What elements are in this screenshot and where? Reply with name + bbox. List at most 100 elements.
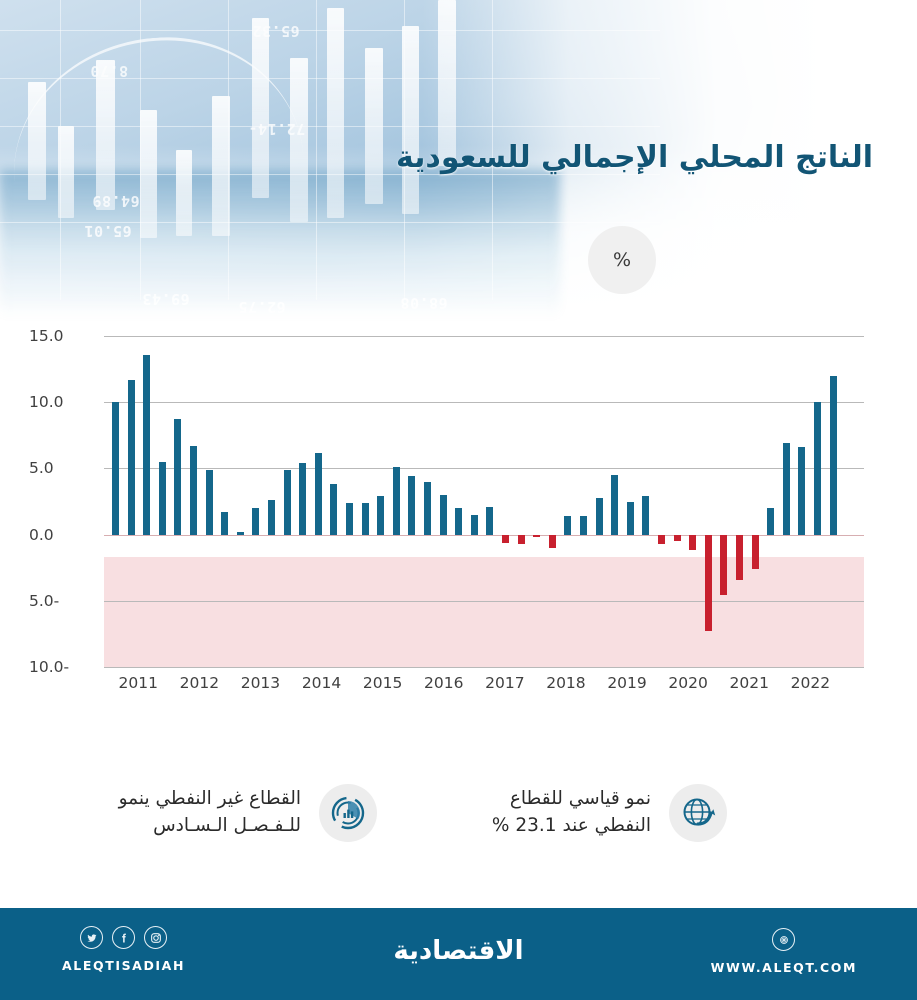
chart-bar bbox=[424, 481, 431, 535]
unit-percent-badge: % bbox=[588, 226, 656, 294]
gdp-bar-chart: 15.0 10.0 5.0 0.0 5.0- 10.0- 2011 2012 2013 2014… bbox=[0, 322, 917, 732]
chart-bar bbox=[533, 534, 541, 538]
chart-bar bbox=[392, 467, 400, 535]
decor-number: 65.01 bbox=[84, 222, 132, 240]
decor-number: 69.43 bbox=[142, 290, 190, 308]
chart-bar bbox=[751, 534, 759, 570]
chart-bar bbox=[455, 508, 463, 535]
chart-bar bbox=[829, 375, 837, 535]
background-stock-chart-photo: 65.32 -72.14 8.70 64.89 65.01 62.75 69.4… bbox=[0, 0, 917, 322]
decor-number: -72.14 bbox=[248, 120, 306, 138]
header-hero: 65.32 -72.14 8.70 64.89 65.01 62.75 69.4… bbox=[0, 0, 917, 322]
y-axis-tick-label: 10.0- bbox=[29, 658, 70, 676]
chart-bar bbox=[611, 475, 619, 535]
chart-bar bbox=[236, 531, 244, 535]
decor-number: 68.08 bbox=[400, 294, 448, 312]
chart-bar bbox=[626, 501, 634, 535]
chart-bar bbox=[564, 516, 572, 535]
chart-bar bbox=[673, 534, 681, 542]
caption-oil-growth-text: نمو قياسي للقطاع النفطي عند 23.1 % bbox=[491, 788, 651, 836]
chart-bar bbox=[704, 534, 712, 632]
gridline bbox=[104, 600, 864, 602]
gridline bbox=[104, 534, 864, 536]
footer-social-block: ALEQTISADIAH bbox=[62, 926, 185, 973]
chart-bar bbox=[127, 379, 135, 535]
caption-oil-growth: نمو قياسي للقطاع النفطي عند 23.1 % bbox=[492, 784, 727, 842]
y-axis-tick-label: 0.0 bbox=[29, 525, 54, 544]
footer-logo: الاقتصادية bbox=[393, 936, 524, 966]
y-axis-tick-label: 5.0 bbox=[29, 459, 54, 478]
x-axis-tick-label: 2019 bbox=[607, 674, 647, 692]
x-axis-tick-label: 2021 bbox=[729, 674, 769, 692]
x-axis-tick-label: 2014 bbox=[301, 674, 342, 692]
globe-arrow-icon bbox=[669, 784, 727, 842]
chart-bar bbox=[174, 419, 182, 535]
caption-non-oil-growth-text: القطاع غير النفطي ينمو للـفـصـل الـسـادس bbox=[118, 788, 301, 836]
instagram-icon[interactable] bbox=[144, 926, 168, 949]
chart-bar bbox=[517, 534, 525, 544]
chart-bar bbox=[205, 469, 213, 535]
footer-website-block: WWW.ALEQT.COM bbox=[711, 928, 857, 975]
x-axis-tick-label: 2011 bbox=[118, 674, 158, 692]
y-axis-tick-label: 10.0 bbox=[29, 393, 64, 412]
x-axis-tick-label: 2020 bbox=[668, 674, 708, 692]
decor-number: 62.75 bbox=[238, 298, 286, 316]
chart-bar bbox=[470, 514, 478, 535]
chart-bar bbox=[798, 447, 806, 535]
y-axis-tick-label: 15.0 bbox=[29, 327, 64, 345]
chart-bar bbox=[283, 469, 291, 535]
chart-bar bbox=[158, 461, 166, 535]
chart-bar bbox=[143, 354, 151, 535]
chart-bar bbox=[502, 534, 509, 543]
footer-url: WWW.ALEQT.COM bbox=[710, 960, 857, 975]
footer-handle: ALEQTISADIAH bbox=[62, 958, 186, 973]
x-axis-tick-label: 2018 bbox=[546, 674, 586, 692]
x-axis-tick-label: 2022 bbox=[790, 674, 831, 692]
decor-number: 8.70 bbox=[90, 62, 129, 80]
chart-bar bbox=[377, 496, 385, 535]
chart-bar bbox=[330, 484, 338, 535]
facebook-icon[interactable] bbox=[112, 926, 136, 949]
chart-bar bbox=[299, 463, 307, 535]
globe-link-icon[interactable] bbox=[772, 928, 796, 951]
gridline bbox=[104, 402, 864, 404]
twitter-icon[interactable] bbox=[80, 926, 104, 949]
gridline bbox=[104, 468, 864, 470]
caption-non-oil-growth: القطاع غير النفطي ينمو للـفـصـل الـسـادس bbox=[119, 784, 377, 842]
chart-bar bbox=[252, 508, 260, 535]
chart-bar bbox=[548, 534, 556, 548]
chart-bar bbox=[814, 402, 821, 535]
chart-bar bbox=[689, 534, 697, 551]
chart-bar bbox=[190, 445, 197, 535]
gridline bbox=[104, 667, 864, 668]
chart-bar bbox=[314, 452, 322, 535]
decor-number: 64.89 bbox=[92, 192, 140, 210]
chart-bar bbox=[221, 512, 229, 535]
chart-bar bbox=[346, 502, 353, 535]
chart-bar bbox=[361, 502, 369, 535]
y-axis-tick-label: 5.0- bbox=[29, 591, 60, 610]
radar-chart-icon bbox=[319, 784, 377, 842]
chart-bar bbox=[767, 508, 775, 535]
chart-bar bbox=[408, 476, 416, 535]
decor-number: 65.32 bbox=[252, 22, 300, 40]
chart-bar bbox=[580, 516, 587, 535]
negative-region-band bbox=[104, 557, 864, 667]
background-water-reflection bbox=[0, 170, 560, 320]
gridline bbox=[104, 336, 864, 337]
chart-bar bbox=[595, 497, 603, 535]
chart-bar bbox=[486, 506, 494, 535]
footer-bar: ALEQTISADIAH الاقتصادية WWW.ALEQT.COM bbox=[0, 908, 917, 1000]
x-axis-tick-label: 2012 bbox=[179, 674, 220, 692]
chart-bar bbox=[736, 534, 743, 580]
chart-bar bbox=[782, 443, 790, 535]
chart-bar bbox=[268, 500, 275, 535]
caption-row: نمو قياسي للقطاع النفطي عند 23.1 % القطا… bbox=[0, 762, 917, 892]
x-axis-tick-label: 2016 bbox=[424, 674, 464, 692]
x-axis-tick-label: 2015 bbox=[362, 674, 403, 692]
chart-bar bbox=[642, 496, 650, 535]
chart-bar bbox=[720, 534, 728, 596]
chart-bar bbox=[439, 494, 447, 535]
x-axis-tick-label: 2013 bbox=[240, 674, 281, 692]
